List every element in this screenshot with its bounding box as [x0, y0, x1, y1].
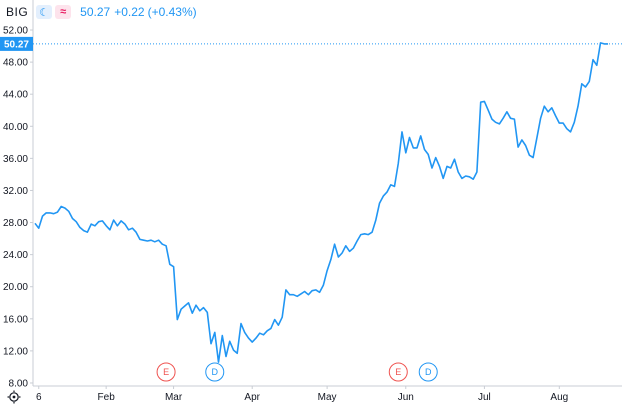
x-tick-label: Apr: [244, 392, 260, 403]
dividend-marker-label: D: [212, 367, 219, 377]
last-price: 50.27: [80, 5, 111, 19]
y-tick-label: 28.00: [3, 218, 28, 229]
y-tick-label: 16.00: [3, 314, 28, 325]
gear-icon[interactable]: [7, 390, 21, 404]
x-tick-label: 6: [36, 392, 42, 403]
y-tick-label: 12.00: [3, 346, 28, 357]
earnings-marker-label: E: [395, 367, 401, 377]
x-tick-label: Jul: [478, 392, 491, 403]
y-tick-label: 20.00: [3, 282, 28, 293]
y-tick-label: 36.00: [3, 154, 28, 165]
price-series-line[interactable]: [34, 42, 608, 363]
x-tick-label: May: [318, 392, 337, 403]
last-price-axis-text: 50.27: [4, 39, 29, 50]
symbol-label[interactable]: BIG: [6, 5, 29, 19]
chart-legend: BIG ☾ ≈ 50.27 +0.22 (+0.43%): [6, 4, 197, 20]
y-tick-label: 48.00: [3, 58, 28, 69]
last-price-axis-label: 50.27: [0, 36, 33, 51]
y-tick-label: 52.00: [3, 26, 28, 37]
dividend-marker[interactable]: D: [205, 362, 225, 382]
y-tick-label: 8.00: [9, 378, 29, 389]
y-tick-label: 40.00: [3, 122, 28, 133]
x-tick-label: Feb: [98, 392, 116, 403]
y-tick-label: 32.00: [3, 186, 28, 197]
earnings-marker[interactable]: E: [388, 362, 408, 382]
price-change: +0.22: [114, 5, 145, 19]
x-tick-label: Jun: [398, 392, 414, 403]
price-change-percent: (+0.43%): [147, 5, 197, 19]
dividend-marker[interactable]: D: [418, 362, 438, 382]
dividend-marker-label: D: [425, 367, 432, 377]
y-tick-label: 24.00: [3, 250, 28, 261]
earnings-marker[interactable]: E: [156, 362, 176, 382]
moon-icon[interactable]: ☾: [36, 5, 53, 19]
y-tick-label: 44.00: [3, 90, 28, 101]
x-tick-label: Mar: [165, 392, 183, 403]
x-tick-label: Aug: [550, 392, 568, 403]
earnings-marker-label: E: [163, 367, 169, 377]
compare-icon[interactable]: ≈: [55, 5, 72, 19]
